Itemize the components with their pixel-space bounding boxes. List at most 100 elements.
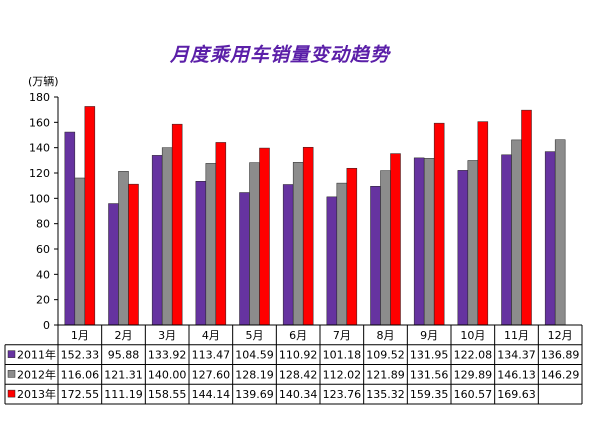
data-value-label: 101.18 xyxy=(323,349,362,362)
bar-2012年-8月 xyxy=(380,170,391,326)
data-value-label: 131.95 xyxy=(410,349,449,362)
x-category-label: 5月 xyxy=(246,329,264,342)
bar-2013年-11月 xyxy=(521,109,532,326)
bar-2013年-8月 xyxy=(390,153,401,326)
bar-2013年-2月 xyxy=(128,183,139,326)
bar-2012年-4月 xyxy=(205,163,217,326)
bar-2011年-6月 xyxy=(282,184,294,326)
data-value-label: 160.57 xyxy=(454,388,493,401)
bar-2013年-9月 xyxy=(433,122,445,326)
bar-2011年-8月 xyxy=(370,186,381,326)
data-value-label: 121.89 xyxy=(366,368,405,381)
y-axis-unit-label: (万辆) xyxy=(28,75,59,88)
bar-2012年-12月 xyxy=(554,139,566,326)
data-value-label: 95.88 xyxy=(108,349,140,362)
y-tick-label: 160 xyxy=(29,116,50,129)
bars-layer xyxy=(64,106,566,326)
data-value-label: 113.47 xyxy=(192,349,231,362)
y-tick-label: 120 xyxy=(29,167,50,180)
bar-2012年-2月 xyxy=(118,171,129,326)
data-table: 1月 2月 3月 4月 5月 6月 7月 8月 9月 10月 11月 12月 2011年 152.33 95… xyxy=(4,324,583,405)
data-value-label: 136.89 xyxy=(541,349,580,362)
data-value-label: 146.13 xyxy=(497,368,536,381)
bar-2012年-10月 xyxy=(467,160,479,326)
x-category-label: 12月 xyxy=(548,329,573,342)
x-category-label: 6月 xyxy=(289,329,307,342)
bar-2012年-5月 xyxy=(249,162,260,326)
legend-label: 2013年 xyxy=(17,387,56,401)
bar-2013年-5月 xyxy=(259,147,270,326)
y-tick-label: 100 xyxy=(29,192,50,205)
x-category-label: 7月 xyxy=(333,329,351,342)
data-value-label: 110.92 xyxy=(279,349,318,362)
x-category-label: 3月 xyxy=(158,329,176,342)
data-value-label: 158.55 xyxy=(148,388,187,401)
data-value-label: 129.89 xyxy=(454,368,493,381)
data-value-label: 140.34 xyxy=(279,388,318,401)
legend-swatch-2011年 xyxy=(7,350,16,358)
bar-2011年-11月 xyxy=(501,154,512,326)
bar-2013年-7月 xyxy=(346,167,358,326)
bar-2011年-10月 xyxy=(457,170,469,326)
data-value-label: 140.00 xyxy=(148,368,187,381)
data-value-label: 131.56 xyxy=(410,368,449,381)
data-value-label: 159.35 xyxy=(410,388,449,401)
data-value-label: 104.59 xyxy=(235,349,274,362)
chart-title: 月度乘用车销量变动趋势 xyxy=(169,44,390,66)
bar-2011年-5月 xyxy=(239,192,250,326)
data-value-label: 128.42 xyxy=(279,368,318,381)
y-tick-label: 60 xyxy=(36,243,50,256)
data-value-label: 134.37 xyxy=(497,349,536,362)
bar-2011年-2月 xyxy=(108,203,119,326)
bar-2011年-9月 xyxy=(413,157,425,326)
y-tick-label: 140 xyxy=(29,142,50,155)
data-value-label: 139.69 xyxy=(235,388,274,401)
data-value-label: 172.55 xyxy=(61,388,100,401)
x-category-label: 10月 xyxy=(460,329,485,342)
bar-2011年-3月 xyxy=(151,155,163,326)
y-tick-label: 20 xyxy=(36,294,50,307)
legend-label: 2011年 xyxy=(17,348,56,362)
data-value-label: 133.92 xyxy=(148,349,187,362)
bar-2012年-11月 xyxy=(511,139,522,326)
bar-2011年-7月 xyxy=(326,196,338,326)
legend-swatch-2012年 xyxy=(7,370,16,378)
x-category-label: 1月 xyxy=(71,329,89,342)
data-value-label: 109.52 xyxy=(366,349,405,362)
bar-2012年-7月 xyxy=(336,182,348,326)
y-tick-label: 80 xyxy=(36,218,50,231)
x-category-label: 2月 xyxy=(115,329,133,342)
bar-2011年-4月 xyxy=(195,181,207,326)
data-value-label: 169.63 xyxy=(497,388,536,401)
bar-2013年-4月 xyxy=(215,142,227,326)
legend-swatch-2013年 xyxy=(7,389,16,398)
bar-2013年-10月 xyxy=(477,121,489,326)
x-category-label: 4月 xyxy=(202,329,220,342)
data-value-label: 146.29 xyxy=(541,368,580,381)
data-value-label: 123.76 xyxy=(323,388,362,401)
bar-2011年-1月 xyxy=(64,131,76,326)
y-tick-label: 180 xyxy=(29,91,50,104)
bar-2012年-1月 xyxy=(74,177,86,326)
data-value-label: 111.19 xyxy=(104,388,143,401)
y-tick-label: 0 xyxy=(43,319,50,332)
data-value-label: 144.14 xyxy=(192,388,231,401)
legend-label: 2012年 xyxy=(17,367,56,381)
data-value-label: 121.31 xyxy=(104,368,143,381)
axis-layer: 0 20 40 60 80 100 120 140 160 180 xyxy=(29,91,59,332)
bar-2012年-6月 xyxy=(292,162,304,326)
x-category-label: 9月 xyxy=(420,329,438,342)
bar-2012年-3月 xyxy=(161,147,173,326)
data-value-label: 152.33 xyxy=(61,349,100,362)
bar-2011年-12月 xyxy=(544,151,556,326)
data-value-label: 116.06 xyxy=(61,368,100,381)
bar-2013年-1月 xyxy=(84,106,96,326)
data-value-label: 122.08 xyxy=(454,349,493,362)
bar-2013年-6月 xyxy=(302,146,314,326)
x-category-label: 11月 xyxy=(504,329,529,342)
data-value-label: 128.19 xyxy=(235,368,274,381)
bar-2013年-3月 xyxy=(171,123,183,326)
data-value-label: 112.02 xyxy=(323,368,362,381)
data-value-label: 135.32 xyxy=(366,388,405,401)
